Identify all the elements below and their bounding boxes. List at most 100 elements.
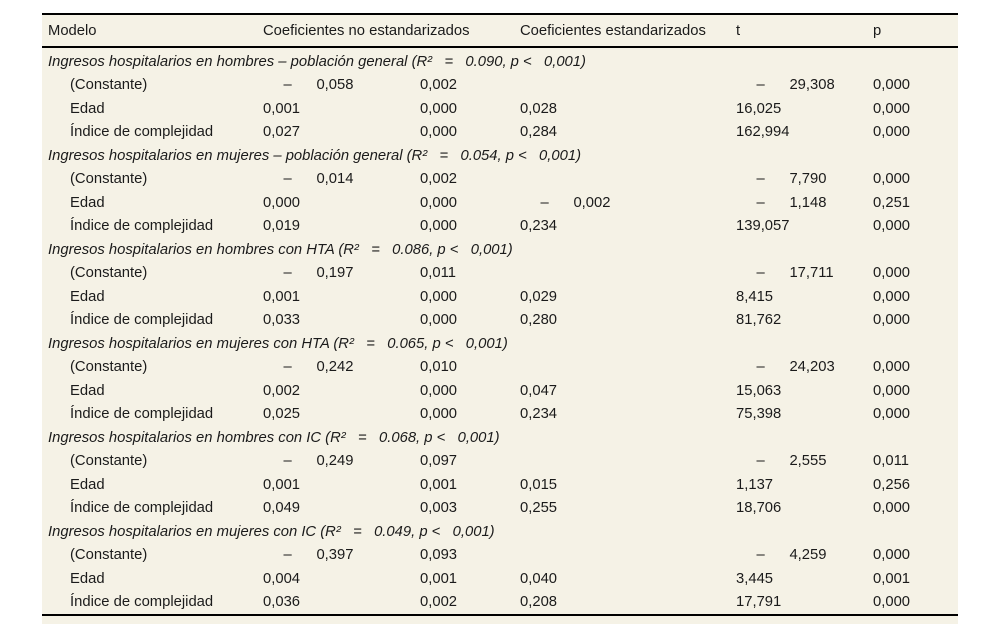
coef-b-cell: 0,033 xyxy=(263,312,301,329)
coef-b-cell: 0,036 xyxy=(263,594,301,611)
coef-beta-cell: 0,029 xyxy=(520,288,558,305)
coef-std-error-cell: 0,000 xyxy=(420,288,458,305)
coef-std-error-cell: 0,002 xyxy=(420,594,458,611)
coef-beta-cell: 0,015 xyxy=(520,476,558,493)
t-value-cell: – 24,203 xyxy=(736,359,835,376)
predictor-label: (Constante) xyxy=(70,171,148,188)
table-row: Edad 0,001 0,001 0,015 1,137 0,256 xyxy=(48,473,958,497)
t-value-cell: 81,762 xyxy=(736,312,782,329)
coef-b-cell: 0,019 xyxy=(263,218,301,235)
predictor-label: (Constante) xyxy=(70,265,148,282)
p-value-cell: 0,000 xyxy=(873,100,911,117)
p-value-cell: 0,000 xyxy=(873,265,911,282)
predictor-label: (Constante) xyxy=(70,77,148,94)
coef-std-error-cell: 0,002 xyxy=(420,77,458,94)
header-rule xyxy=(42,46,958,48)
p-value-cell: 0,000 xyxy=(873,406,911,423)
bottom-rule xyxy=(42,614,958,616)
t-value-cell: – 4,259 xyxy=(736,547,827,564)
regression-table: Modelo Coeficientes no estandarizados Co… xyxy=(42,13,958,624)
table-body: Ingresos hospitalarios en hombres – pobl… xyxy=(42,48,958,614)
p-value-cell: 0,000 xyxy=(873,218,911,235)
p-value-cell: 0,251 xyxy=(873,194,911,211)
table-row: Edad 0,001 0,000 0,028 16,025 0,000 xyxy=(48,97,958,121)
t-value-cell: – 7,790 xyxy=(736,171,827,188)
coef-b-cell: 0,002 xyxy=(263,382,301,399)
p-value-cell: 0,000 xyxy=(873,77,911,94)
predictor-label: Índice de complejidad xyxy=(70,124,214,141)
table-row: Índice de complejidad 0,027 0,000 0,284 … xyxy=(48,121,958,145)
coef-std-error-cell: 0,000 xyxy=(420,194,458,211)
p-value-cell: 0,256 xyxy=(873,476,911,493)
coef-beta-cell: 0,208 xyxy=(520,594,558,611)
coef-std-error-cell: 0,001 xyxy=(420,570,458,587)
table-row: (Constante) – 0,058 0,002 – 29,308 0,000 xyxy=(48,74,958,98)
p-value-cell: 0,000 xyxy=(873,124,911,141)
col-header-t: t xyxy=(736,22,741,39)
coef-std-error-cell: 0,000 xyxy=(420,406,458,423)
coef-std-error-cell: 0,001 xyxy=(420,476,458,493)
table-header-row: Modelo Coeficientes no estandarizados Co… xyxy=(42,15,958,46)
coef-std-error-cell: 0,000 xyxy=(420,100,458,117)
predictor-label: Edad xyxy=(70,194,105,211)
coef-std-error-cell: 0,093 xyxy=(420,547,458,564)
predictor-label: Índice de complejidad xyxy=(70,406,214,423)
table-row: Índice de complejidad 0,025 0,000 0,234 … xyxy=(48,403,958,427)
coef-beta-cell: 0,047 xyxy=(520,382,558,399)
predictor-label: (Constante) xyxy=(70,359,148,376)
p-value-cell: 0,000 xyxy=(873,547,911,564)
p-value-cell: 0,000 xyxy=(873,288,911,305)
model-section-title: Ingresos hospitalarios en mujeres con IC… xyxy=(48,523,495,540)
model-section-title: Ingresos hospitalarios en mujeres – pobl… xyxy=(48,147,581,164)
predictor-label: Edad xyxy=(70,476,105,493)
p-value-cell: 0,001 xyxy=(873,570,911,587)
table-row: Índice de complejidad 0,049 0,003 0,255 … xyxy=(48,497,958,521)
t-value-cell: 139,057 xyxy=(736,218,790,235)
coef-std-error-cell: 0,097 xyxy=(420,453,458,470)
table-row: (Constante) – 0,249 0,097 – 2,555 0,011 xyxy=(48,450,958,474)
col-header-p: p xyxy=(873,22,882,39)
model-section-title: Ingresos hospitalarios en hombres con IC… xyxy=(48,429,500,446)
coef-beta-cell: 0,280 xyxy=(520,312,558,329)
coef-beta-cell: – 0,002 xyxy=(520,194,611,211)
t-value-cell: 3,445 xyxy=(736,570,774,587)
coef-b-cell: 0,049 xyxy=(263,500,301,517)
table-row: Índice de complejidad 0,036 0,002 0,208 … xyxy=(48,591,958,615)
t-value-cell: 18,706 xyxy=(736,500,782,517)
table-row: Edad 0,000 0,000 – 0,002 – 1,148 0,251 xyxy=(48,191,958,215)
coef-std-error-cell: 0,002 xyxy=(420,171,458,188)
p-value-cell: 0,000 xyxy=(873,594,911,611)
coef-b-cell: – 0,397 xyxy=(263,547,354,564)
t-value-cell: 1,137 xyxy=(736,476,774,493)
coef-b-cell: – 0,197 xyxy=(263,265,354,282)
table-row: (Constante) – 0,242 0,010 – 24,203 0,000 xyxy=(48,356,958,380)
table-row: (Constante) – 0,397 0,093 – 4,259 0,000 xyxy=(48,544,958,568)
predictor-label: Índice de complejidad xyxy=(70,500,214,517)
predictor-label: Índice de complejidad xyxy=(70,594,214,611)
predictor-label: Edad xyxy=(70,288,105,305)
p-value-cell: 0,011 xyxy=(873,453,909,470)
coef-b-cell: 0,025 xyxy=(263,406,301,423)
model-section-title: Ingresos hospitalarios en hombres con HT… xyxy=(48,241,513,258)
t-value-cell: 17,791 xyxy=(736,594,782,611)
col-header-coef-no-estandarizados: Coeficientes no estandarizados xyxy=(263,22,470,39)
coef-b-cell: 0,001 xyxy=(263,100,301,117)
p-value-cell: 0,000 xyxy=(873,359,911,376)
coef-std-error-cell: 0,000 xyxy=(420,382,458,399)
coef-beta-cell: 0,234 xyxy=(520,406,558,423)
predictor-label: (Constante) xyxy=(70,547,148,564)
coef-std-error-cell: 0,000 xyxy=(420,124,458,141)
t-value-cell: 8,415 xyxy=(736,288,774,305)
coef-std-error-cell: 0,003 xyxy=(420,500,458,517)
predictor-label: Edad xyxy=(70,570,105,587)
coef-beta-cell: 0,284 xyxy=(520,124,558,141)
p-value-cell: 0,000 xyxy=(873,382,911,399)
coef-beta-cell: 0,255 xyxy=(520,500,558,517)
predictor-label: Edad xyxy=(70,100,105,117)
model-section-title: Ingresos hospitalarios en mujeres con HT… xyxy=(48,335,508,352)
table-row: Índice de complejidad 0,019 0,000 0,234 … xyxy=(48,215,958,239)
t-value-cell: – 2,555 xyxy=(736,453,827,470)
coef-b-cell: 0,004 xyxy=(263,570,301,587)
coef-beta-cell: 0,040 xyxy=(520,570,558,587)
t-value-cell: 16,025 xyxy=(736,100,782,117)
